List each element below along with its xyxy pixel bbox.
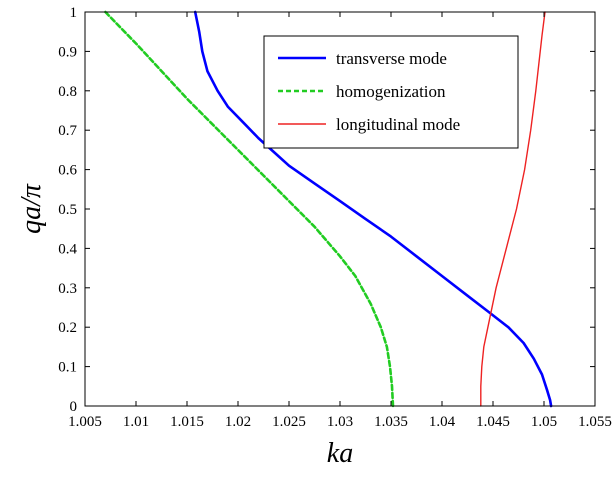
legend: transverse mode homogenization longitudi… (263, 35, 519, 149)
x-tick-label: 1.02 (225, 414, 251, 430)
y-tick-label: 0.3 (58, 281, 77, 297)
y-tick-label: 0.1 (58, 360, 77, 376)
y-tick-label: 0.9 (58, 44, 77, 60)
y-tick-label: 0.2 (58, 320, 77, 336)
x-tick-label: 1.005 (68, 414, 102, 430)
x-axis-label: ka (327, 438, 353, 469)
x-tick-label: 1.055 (578, 414, 612, 430)
x-tick-label: 1.045 (476, 414, 510, 430)
y-tick-label: 0.4 (58, 241, 77, 257)
y-axis-label: qa/π (16, 183, 47, 234)
y-tick-label: 0 (70, 399, 78, 415)
x-tick-label: 1.03 (327, 414, 353, 430)
ticks-layer: 1.005 1.01 1.015 1.02 1.025 1.03 1.035 1.04 1.04… (58, 5, 612, 430)
y-tick-label: 1 (70, 5, 78, 21)
x-tick-label: 1.01 (123, 414, 149, 430)
legend-label-homogenization: homogenization (336, 82, 446, 101)
x-tick-label: 1.035 (374, 414, 408, 430)
x-tick-label: 1.04 (429, 414, 456, 430)
series-line-homogenization (104, 10, 395, 408)
legend-label-transverse: transverse mode (336, 49, 447, 68)
y-tick-label: 0.8 (58, 84, 77, 100)
x-tick-label: 1.015 (170, 414, 204, 430)
y-tick-label: 0.7 (58, 123, 77, 139)
x-tick-label: 1.05 (531, 414, 557, 430)
y-tick-label: 0.6 (58, 163, 77, 179)
y-tick-label: 0.5 (58, 202, 77, 218)
legend-label-longitudinal: longitudinal mode (336, 115, 460, 134)
series-line-longitudinal-mode (480, 11, 546, 407)
series-line-transverse-mode (193, 10, 553, 408)
x-tick-label: 1.025 (272, 414, 306, 430)
plot-layer (104, 10, 553, 408)
